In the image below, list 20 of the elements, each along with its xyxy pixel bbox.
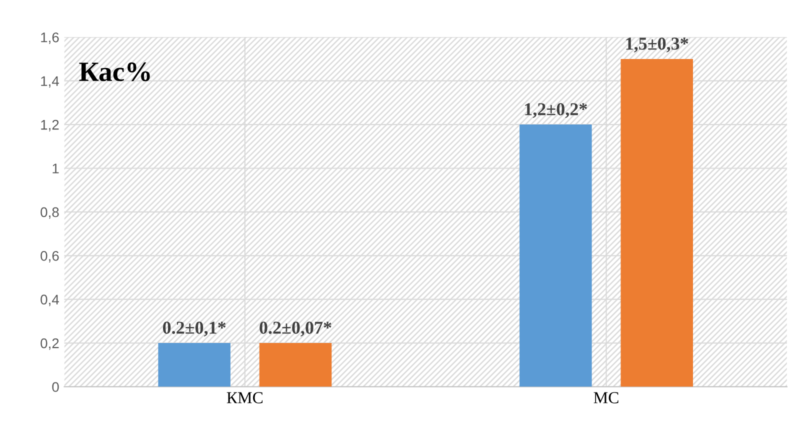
data-label: 0.2±0,07* [260, 322, 332, 336]
x-tick-label: МС [594, 392, 618, 404]
y-tick-label: 1,4 [41, 76, 59, 88]
bar [620, 58, 693, 387]
x-tick-label: КМС [226, 392, 263, 404]
bar [259, 343, 332, 387]
data-label: 1,2±0,2* [525, 103, 587, 118]
y-tick-label: 0,2 [40, 338, 59, 350]
y-tick-label: 1,2 [41, 120, 59, 132]
y-tick-label: 0 [52, 382, 59, 392]
y-tick-label: 1 [52, 164, 59, 174]
bar [158, 343, 230, 387]
text: Кас% [79, 62, 150, 82]
bar [520, 124, 592, 387]
y-tick-label: 0,8 [40, 207, 59, 219]
y-tick-label: 0,4 [40, 294, 59, 306]
data-label: 1,5±0,3* [626, 38, 688, 52]
data-label: 0.2±0,1* [162, 322, 226, 336]
y-tick-label: 0,6 [40, 250, 59, 262]
y-tick-label: 1,6 [41, 32, 59, 44]
